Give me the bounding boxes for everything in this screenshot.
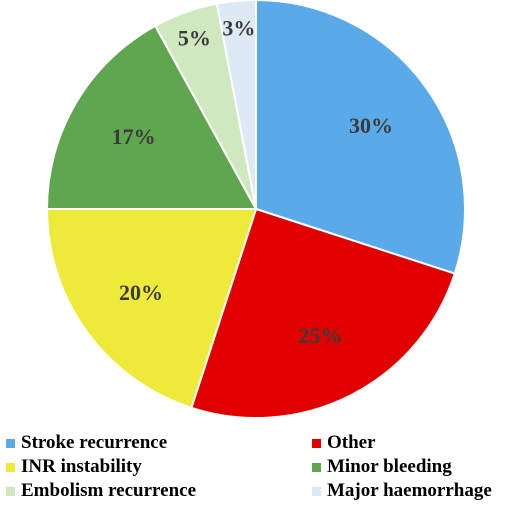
legend-swatch <box>6 438 15 448</box>
legend-item-embolism-recurrence: Embolism recurrence <box>6 480 196 502</box>
legend-label: Other <box>327 432 376 453</box>
slice-label-embolism-recurrence: 5% <box>178 25 211 50</box>
pie-slice-stroke-recurrence <box>255 0 466 275</box>
pie-slices <box>45 0 466 419</box>
pie-slice-minor-bleeding <box>45 24 258 210</box>
legend-item-major-haemorrhage: Major haemorrhage <box>312 480 492 502</box>
legend-label: Major haemorrhage <box>327 480 492 501</box>
slice-label-other: 25% <box>299 323 343 348</box>
pie-slice-labels: 30% 25% 20% 17% 5% 3% <box>112 15 393 348</box>
slice-label-major-haemorrhage: 3% <box>222 15 255 40</box>
legend-label: Embolism recurrence <box>21 480 197 501</box>
legend-swatch <box>6 486 15 496</box>
slice-label-stroke-recurrence: 30% <box>349 113 393 138</box>
slice-label-minor-bleeding: 17% <box>112 124 156 149</box>
legend-label: Stroke recurrence <box>21 432 168 453</box>
legend-item-minor-bleeding: Minor bleeding <box>312 456 452 478</box>
pie-slice-other <box>190 207 457 419</box>
pie-slice-major-haemorrhage <box>215 0 257 210</box>
legend-label: INR instability <box>21 456 142 477</box>
legend-item-other: Other <box>312 432 376 454</box>
pie-chart: 30% 25% 20% 17% 5% 3% <box>45 0 466 419</box>
pie-slice-inr-instability <box>45 208 258 410</box>
legend-label: Minor bleeding <box>327 456 452 477</box>
legend-swatch <box>312 462 321 472</box>
legend-item-inr-instability: INR instability <box>6 456 142 478</box>
legend-swatch <box>312 486 321 496</box>
legend-swatch <box>312 438 321 448</box>
slice-label-inr-instability: 20% <box>119 280 163 305</box>
legend-item-stroke-recurrence: Stroke recurrence <box>6 432 167 454</box>
legend-swatch <box>6 462 15 472</box>
